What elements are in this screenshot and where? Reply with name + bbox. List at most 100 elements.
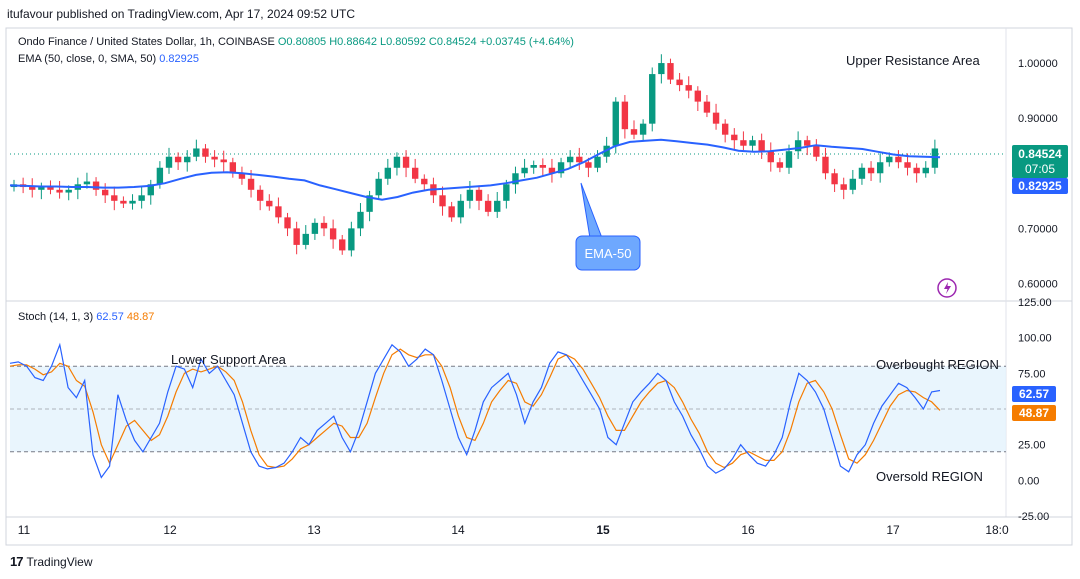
candle-body <box>685 85 692 91</box>
ema-callout-label: EMA-50 <box>585 246 632 261</box>
tradingview-logo[interactable]: 17 TradingView <box>10 554 93 569</box>
candle-body <box>83 181 91 185</box>
time-tick-label: 16 <box>741 523 755 537</box>
candle-body <box>731 134 738 141</box>
candle-body <box>530 165 537 168</box>
candle-body <box>211 156 218 160</box>
stoch-d-badge-value: 48.87 <box>1019 406 1049 420</box>
symbol-legend[interactable]: Ondo Finance / United States Dollar, 1h,… <box>18 36 574 48</box>
candle-body <box>448 206 455 218</box>
candle-body <box>594 156 601 168</box>
stoch-k-legend-value: 62.57 <box>96 311 124 323</box>
candle-body <box>776 162 784 168</box>
candle-body <box>238 173 246 179</box>
candle-body <box>813 145 820 157</box>
candle-body <box>740 140 747 146</box>
candle-body <box>457 200 464 218</box>
stoch-d-legend-value: 48.87 <box>126 311 155 323</box>
candle-body <box>411 167 419 179</box>
candle-body <box>348 228 355 251</box>
time-tick-label: 11 <box>18 523 31 537</box>
overbought-annotation: Overbought REGION <box>876 357 999 372</box>
tradingview-logo-icon: 17 <box>10 554 24 569</box>
oversold-annotation: Oversold REGION <box>876 469 983 484</box>
ema-legend-value: 0.82925 <box>159 53 199 65</box>
candle-body <box>612 101 619 146</box>
candle-body <box>521 167 528 174</box>
candle-body <box>639 123 647 135</box>
candle-body <box>749 140 756 146</box>
candle-body <box>329 228 337 240</box>
candle-body <box>38 187 45 190</box>
candle-body <box>548 167 556 174</box>
ema-line[interactable] <box>9 138 941 201</box>
candle-body <box>266 200 273 207</box>
candle-body <box>758 140 765 152</box>
stoch-k-line[interactable] <box>9 342 941 479</box>
candle-body <box>174 156 182 163</box>
time-tick-label: 18:0 <box>985 523 1009 537</box>
ema-legend[interactable]: EMA (50, close, 0, SMA, 50) 0.82925 <box>18 53 199 65</box>
stoch-legend[interactable]: Stoch (14, 1, 3) 62.57 48.87 <box>18 311 154 323</box>
candle-body <box>293 228 300 245</box>
chart-border <box>5 27 1073 546</box>
ema-callout[interactable]: EMA-50 <box>575 182 641 271</box>
candle-body <box>922 167 929 174</box>
candle-body <box>156 167 164 185</box>
ohlc-values: O0.80805 H0.88642 L0.80592 C0.84524 +0.0… <box>277 36 574 48</box>
ema-value-badge: 0.82925 <box>1012 178 1068 194</box>
candle-body <box>867 167 875 174</box>
candle-body <box>357 211 364 229</box>
candle-body <box>512 173 519 185</box>
candle-body <box>721 123 729 135</box>
candle-body <box>320 222 328 229</box>
ema-legend-label: EMA (50, close, 0, SMA, 50) <box>18 53 157 65</box>
price-axis-ticks[interactable]: 1.00000 0.90000 0.70000 0.60000 <box>1018 58 1058 290</box>
stoch-k-badge-value: 62.57 <box>1019 387 1049 401</box>
symbol-title: Ondo Finance / United States Dollar, 1h,… <box>18 36 275 48</box>
candle-body <box>311 222 319 234</box>
candle-body <box>421 178 428 185</box>
candle-body <box>822 156 829 174</box>
candle-body <box>876 162 884 174</box>
candle-body <box>858 167 866 179</box>
candle-body <box>165 156 173 168</box>
stoch-tick-label: 100.00 <box>1018 333 1052 345</box>
candle-body <box>794 140 802 152</box>
candle-body <box>466 189 474 201</box>
upper-resistance-annotation: Upper Resistance Area <box>846 53 980 68</box>
candle-body <box>913 167 920 174</box>
candle-body <box>339 239 346 251</box>
candle-body <box>630 129 638 135</box>
stoch-d-line[interactable] <box>9 348 941 469</box>
ema-badge-value: 0.82925 <box>1018 179 1062 193</box>
candle-body <box>65 189 72 193</box>
stoch-legend-label: Stoch (14, 1, 3) <box>18 311 94 323</box>
candle-body <box>247 178 255 190</box>
candle-body <box>56 189 63 193</box>
candle-body <box>667 63 674 80</box>
stoch-tick-label: 125.00 <box>1018 297 1052 309</box>
candle-body <box>484 200 492 212</box>
last-price-badge: 0.84524 07:05 <box>1012 145 1068 178</box>
tradingview-logo-text: TradingView <box>26 554 93 569</box>
candle-body <box>557 162 565 174</box>
bar-countdown: 07:05 <box>1025 162 1055 176</box>
candle-body <box>47 187 54 190</box>
candle-body <box>649 74 656 124</box>
candle-body <box>904 162 911 168</box>
stoch-tick-label: 0.00 <box>1018 475 1039 487</box>
candle-body <box>147 184 154 196</box>
stoch-tick-label: 75.00 <box>1018 368 1046 380</box>
lightning-icon[interactable] <box>937 278 957 298</box>
candle-body <box>621 101 629 130</box>
candle-body <box>886 156 893 163</box>
candle-body <box>566 156 574 163</box>
candle-body <box>785 151 793 168</box>
candle-body <box>576 156 583 163</box>
candle-body <box>703 101 711 113</box>
time-axis-ticks[interactable]: 11 12 13 14 15 16 17 18:0 <box>18 523 1009 537</box>
candle-body <box>475 189 483 201</box>
